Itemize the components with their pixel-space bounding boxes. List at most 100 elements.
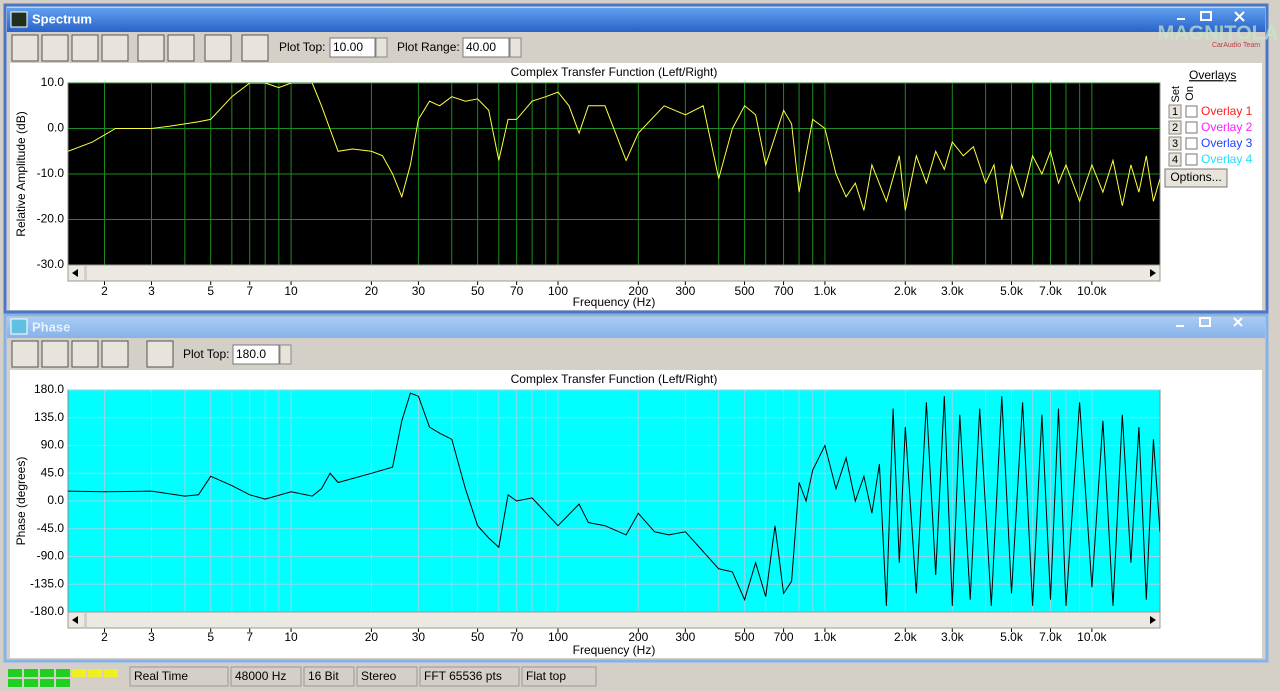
zoom-button[interactable] [11, 34, 39, 62]
x-tick-label: 5 [207, 284, 214, 298]
options-button[interactable] [1164, 168, 1228, 188]
label: Plot Top: [183, 347, 229, 361]
y-tick-label: 135.0 [34, 410, 64, 424]
set-number: 2 [1172, 122, 1178, 134]
toolbar [11, 340, 174, 368]
bar-mode-button[interactable] [167, 34, 195, 62]
x-tick-label: 3.0k [941, 284, 965, 298]
x-tick-label: 2.0k [894, 284, 918, 298]
maximize[interactable] [1199, 317, 1211, 327]
x-tick-label: 20 [365, 630, 379, 644]
chart-title: Complex Transfer Function (Left/Right) [511, 65, 718, 79]
window-controls[interactable] [1176, 317, 1243, 327]
x-tick-label: 7.0k [1039, 284, 1063, 298]
x-tick-label: 700 [774, 284, 794, 298]
zoom-full-button[interactable] [101, 340, 129, 368]
input[interactable] [232, 344, 280, 365]
x-tick-label: 30 [412, 284, 426, 298]
y-tick-label: 90.0 [41, 438, 65, 452]
close[interactable] [1234, 11, 1245, 22]
zoom-in-button[interactable] [41, 34, 69, 62]
y-tick-label: 45.0 [41, 465, 65, 479]
x-tick-label: 300 [675, 630, 695, 644]
maximize[interactable] [1200, 11, 1212, 21]
y-tick-label: -20.0 [37, 212, 65, 226]
scroll-right[interactable] [1150, 616, 1156, 624]
status-text: 16 Bit [308, 669, 339, 683]
toolbar [11, 34, 269, 62]
settings-button[interactable] [204, 34, 232, 62]
x-tick-label: 10 [284, 284, 298, 298]
x-axis-label: Frequency (Hz) [573, 295, 656, 309]
logo-team: CarAudio Team [1212, 42, 1260, 49]
y-tick-label: 0.0 [47, 121, 64, 135]
scale-button[interactable] [241, 34, 269, 62]
close[interactable] [1233, 317, 1243, 327]
line-mode-button[interactable] [137, 34, 165, 62]
scroll-right[interactable] [1150, 269, 1156, 277]
set-box [1168, 152, 1182, 167]
scroll-left[interactable] [72, 269, 78, 277]
x-tick-label: 1.0k [814, 284, 838, 298]
status-cell [303, 666, 355, 687]
x-tick-label: 10.0k [1077, 630, 1107, 644]
overlay-name: Overlay 4 [1201, 152, 1253, 166]
title-bar [7, 8, 1265, 32]
status-text: 48000 Hz [235, 669, 286, 683]
x-tick-label: 700 [774, 630, 794, 644]
overlay-name: Overlay 2 [1201, 120, 1253, 134]
x-tick-label: 100 [548, 630, 568, 644]
x-tick-label: 7.0k [1039, 630, 1063, 644]
x-tick-label: 3 [148, 284, 155, 298]
set-label: Set [1170, 86, 1182, 103]
window-icon [10, 11, 28, 28]
x-tick-label: 100 [548, 284, 568, 298]
input[interactable] [462, 37, 510, 58]
spinner[interactable] [375, 37, 388, 58]
chart-title: Complex Transfer Function (Left/Right) [511, 372, 718, 386]
x-tick-label: 7 [246, 284, 253, 298]
overlay-checkbox[interactable] [1185, 105, 1198, 118]
scrollbar[interactable] [67, 264, 1161, 282]
overlays-title: Overlays [1189, 68, 1236, 82]
y-axis-label: Relative Amplitude (dB) [14, 111, 28, 236]
zoom-in-button[interactable] [41, 340, 69, 368]
overlay-checkbox[interactable] [1185, 137, 1198, 150]
label: Plot Top: [279, 40, 325, 54]
scroll-left[interactable] [72, 616, 78, 624]
x-tick-label: 20 [365, 284, 379, 298]
x-tick-label: 200 [628, 284, 648, 298]
input-value: 40.00 [466, 40, 496, 54]
x-tick-label: 50 [471, 284, 485, 298]
y-tick-label: -10.0 [37, 166, 65, 180]
label: Plot Range: [397, 40, 460, 54]
status-cell [521, 666, 597, 687]
settings-button[interactable] [146, 340, 174, 368]
zoom-button[interactable] [11, 340, 39, 368]
y-tick-label: 180.0 [34, 382, 64, 396]
x-tick-label: 3 [148, 630, 155, 644]
y-tick-label: -30.0 [37, 257, 65, 271]
status-bar [0, 664, 1280, 691]
status-text: Flat top [526, 669, 566, 683]
zoom-out-button[interactable] [71, 340, 99, 368]
input[interactable] [329, 37, 376, 58]
set-number: 4 [1172, 154, 1178, 166]
spinner[interactable] [279, 344, 292, 365]
spinner[interactable] [509, 37, 522, 58]
status-cell [419, 666, 520, 687]
overlay-checkbox[interactable] [1185, 121, 1198, 134]
title-bar [7, 317, 1265, 338]
window-controls[interactable] [1172, 11, 1245, 23]
data-line [68, 392, 1160, 606]
zoom-full-button[interactable] [101, 34, 129, 62]
input-value: 10.00 [333, 40, 363, 54]
x-tick-label: 70 [510, 284, 524, 298]
set-number: 1 [1172, 106, 1178, 118]
overlay-checkbox[interactable] [1185, 153, 1198, 166]
y-axis-label: Phase (degrees) [14, 457, 28, 546]
set-box [1168, 120, 1182, 135]
window-title: Spectrum [32, 11, 92, 26]
zoom-out-button[interactable] [71, 34, 99, 62]
scrollbar[interactable] [67, 611, 1161, 629]
